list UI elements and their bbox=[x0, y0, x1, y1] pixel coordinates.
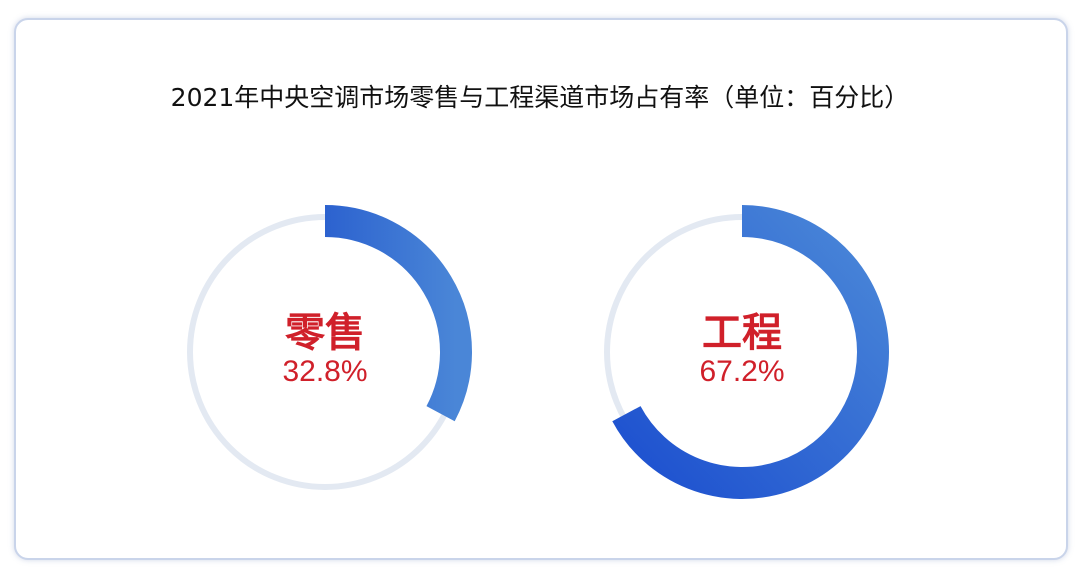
donut-arc-engineering bbox=[612, 205, 889, 499]
chart-title: 2021年中央空调市场零售与工程渠道市场占有率（单位：百分比） bbox=[170, 83, 910, 112]
series-name: 零售 bbox=[285, 310, 365, 356]
series-value: 32.8% bbox=[282, 355, 368, 388]
chart-card bbox=[14, 18, 1068, 560]
donut-label-engineering: 工程 67.2% bbox=[642, 310, 842, 388]
series-name: 工程 bbox=[702, 310, 782, 356]
donut-label-retail: 零售 32.8% bbox=[225, 310, 425, 388]
donut-arc-retail bbox=[324, 205, 472, 422]
series-value: 67.2% bbox=[699, 355, 785, 388]
